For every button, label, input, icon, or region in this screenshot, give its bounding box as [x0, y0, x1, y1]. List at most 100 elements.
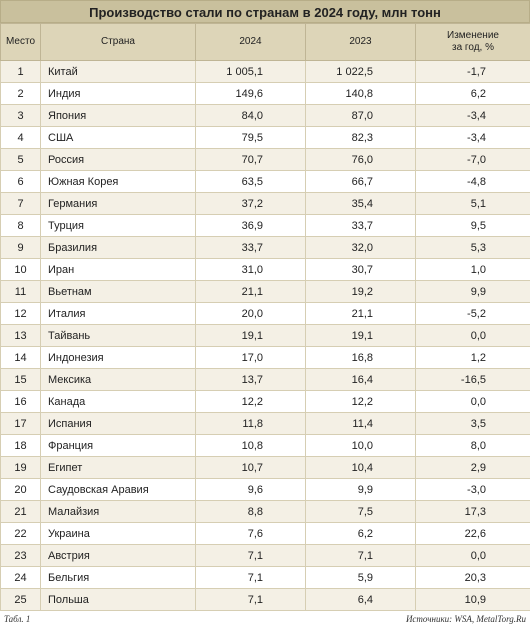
change-cell: 20,3 — [416, 567, 530, 589]
value-2023-cell: 12,2 — [306, 391, 416, 413]
rank-cell: 14 — [1, 347, 41, 369]
country-cell: Испания — [41, 413, 196, 435]
country-cell: Египет — [41, 457, 196, 479]
value-2023-cell: 10,0 — [306, 435, 416, 457]
header-cell: 2023 — [306, 24, 416, 61]
country-cell: Франция — [41, 435, 196, 457]
table-title: Производство стали по странам в 2024 год… — [0, 0, 530, 23]
value-2024-cell: 7,1 — [196, 589, 306, 611]
rank-cell: 18 — [1, 435, 41, 457]
value-2024-cell: 11,8 — [196, 413, 306, 435]
value-2023-cell: 30,7 — [306, 259, 416, 281]
country-cell: Индонезия — [41, 347, 196, 369]
change-cell: 1,0 — [416, 259, 530, 281]
value-2024-cell: 84,0 — [196, 105, 306, 127]
value-2024-cell: 19,1 — [196, 325, 306, 347]
change-cell: 0,0 — [416, 325, 530, 347]
country-cell: Южная Корея — [41, 171, 196, 193]
rank-cell: 2 — [1, 83, 41, 105]
rank-cell: 10 — [1, 259, 41, 281]
value-2023-cell: 16,8 — [306, 347, 416, 369]
header-cell: Страна — [41, 24, 196, 61]
country-cell: Россия — [41, 149, 196, 171]
rank-cell: 21 — [1, 501, 41, 523]
value-2024-cell: 10,7 — [196, 457, 306, 479]
country-cell: Австрия — [41, 545, 196, 567]
rank-cell: 19 — [1, 457, 41, 479]
value-2024-cell: 1 005,1 — [196, 61, 306, 83]
value-2024-cell: 37,2 — [196, 193, 306, 215]
country-cell: Украина — [41, 523, 196, 545]
country-cell: Германия — [41, 193, 196, 215]
change-cell: 5,1 — [416, 193, 530, 215]
value-2024-cell: 149,6 — [196, 83, 306, 105]
value-2024-cell: 79,5 — [196, 127, 306, 149]
country-cell: Малайзия — [41, 501, 196, 523]
value-2024-cell: 20,0 — [196, 303, 306, 325]
table-number: Табл. 1 — [4, 614, 30, 624]
value-2024-cell: 36,9 — [196, 215, 306, 237]
rank-cell: 8 — [1, 215, 41, 237]
country-cell: Япония — [41, 105, 196, 127]
change-cell: 10,9 — [416, 589, 530, 611]
change-cell: 0,0 — [416, 545, 530, 567]
change-cell: 1,2 — [416, 347, 530, 369]
value-2023-cell: 11,4 — [306, 413, 416, 435]
rank-cell: 4 — [1, 127, 41, 149]
value-2024-cell: 70,7 — [196, 149, 306, 171]
change-cell: -3,4 — [416, 105, 530, 127]
change-cell: -1,7 — [416, 61, 530, 83]
country-cell: Иран — [41, 259, 196, 281]
change-cell: -3,4 — [416, 127, 530, 149]
value-2023-cell: 19,2 — [306, 281, 416, 303]
rank-cell: 3 — [1, 105, 41, 127]
rank-cell: 17 — [1, 413, 41, 435]
value-2023-cell: 7,1 — [306, 545, 416, 567]
change-cell: 5,3 — [416, 237, 530, 259]
value-2024-cell: 7,6 — [196, 523, 306, 545]
value-2023-cell: 6,2 — [306, 523, 416, 545]
value-2024-cell: 7,1 — [196, 545, 306, 567]
header-cell: Изменение за год, % — [416, 24, 530, 61]
value-2023-cell: 66,7 — [306, 171, 416, 193]
value-2024-cell: 17,0 — [196, 347, 306, 369]
sources: Источники: WSA, MetalTorg.Ru — [406, 614, 526, 624]
header-cell: 2024 — [196, 24, 306, 61]
rank-cell: 15 — [1, 369, 41, 391]
country-cell: Тайвань — [41, 325, 196, 347]
rank-cell: 9 — [1, 237, 41, 259]
value-2023-cell: 19,1 — [306, 325, 416, 347]
change-cell: -7,0 — [416, 149, 530, 171]
value-2023-cell: 76,0 — [306, 149, 416, 171]
value-2024-cell: 31,0 — [196, 259, 306, 281]
change-cell: -4,8 — [416, 171, 530, 193]
rank-cell: 7 — [1, 193, 41, 215]
change-cell: 6,2 — [416, 83, 530, 105]
change-cell: -3,0 — [416, 479, 530, 501]
value-2023-cell: 35,4 — [306, 193, 416, 215]
country-cell: Бразилия — [41, 237, 196, 259]
rank-cell: 23 — [1, 545, 41, 567]
value-2023-cell: 140,8 — [306, 83, 416, 105]
change-cell: -5,2 — [416, 303, 530, 325]
rank-cell: 5 — [1, 149, 41, 171]
country-cell: Бельгия — [41, 567, 196, 589]
